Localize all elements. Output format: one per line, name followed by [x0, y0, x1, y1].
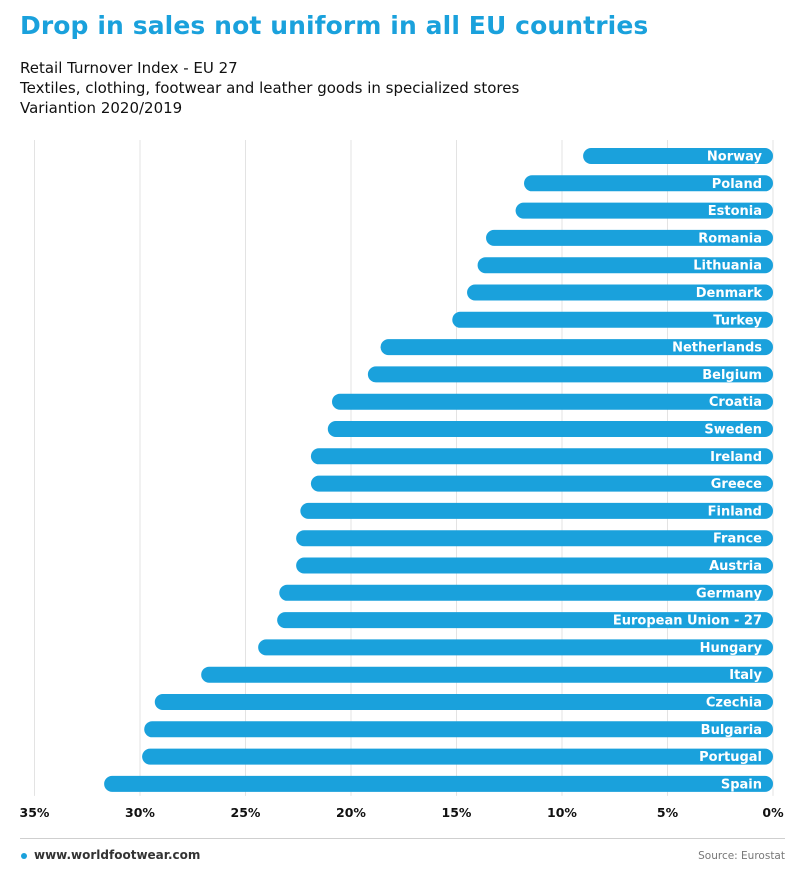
bar-label: Denmark: [696, 286, 763, 301]
bar-label: Ireland: [710, 450, 762, 465]
bar-label: Italy: [729, 668, 762, 683]
bar: [477, 257, 773, 274]
bar-label: Norway: [707, 150, 763, 165]
bar: [142, 748, 774, 765]
x-tick-label: 25%: [231, 805, 261, 820]
footer-website-link[interactable]: www.worldfootwear.com: [34, 848, 201, 862]
bar: [327, 421, 773, 437]
bar: [467, 284, 773, 301]
x-tick-label: 15%: [442, 805, 472, 820]
bar-label: Portugal: [699, 750, 762, 765]
bar: [310, 475, 773, 492]
bar: [277, 612, 773, 629]
bar: [144, 721, 774, 738]
bar: [486, 229, 773, 246]
bar: [524, 175, 773, 192]
bar-label: Hungary: [700, 641, 763, 656]
bar-label: Estonia: [708, 204, 762, 219]
bar-label: Belgium: [702, 368, 762, 383]
x-tick-label: 35%: [20, 805, 50, 820]
chart-subtitle-index: Retail Turnover Index - EU 27: [20, 59, 238, 77]
bar: [452, 311, 773, 328]
bars-layer: Norway Poland Estonia Romania Lithuania Denma…: [104, 148, 774, 792]
chart-title: Drop in sales not uniform in all EU coun…: [20, 11, 649, 40]
footer-divider: [20, 838, 785, 839]
bar-chart: Norway Poland Estonia Romania Lithuania Denma…: [20, 140, 785, 820]
bar: [296, 530, 773, 547]
bar: [154, 694, 773, 710]
bar: [310, 448, 773, 465]
bar: [296, 557, 773, 574]
bar: [300, 502, 773, 519]
x-tick-label: 30%: [125, 805, 155, 820]
bar-label: Spain: [721, 777, 762, 792]
bar: [583, 148, 773, 164]
x-tick-label: 0%: [762, 805, 784, 820]
bar: [367, 366, 773, 383]
bar-label: Sweden: [704, 423, 762, 438]
chart-subtitle-period: Variantion 2020/2019: [20, 99, 183, 117]
bar: [515, 202, 773, 219]
bar: [201, 666, 773, 683]
bar-label: Poland: [712, 177, 762, 192]
x-tick-label: 5%: [657, 805, 679, 820]
bar-label: Bulgaria: [701, 723, 762, 738]
bar-label: Lithuania: [693, 259, 762, 274]
bar-label: France: [713, 532, 762, 547]
bar-label: Romania: [698, 231, 762, 246]
bar-label: Austria: [709, 559, 762, 574]
bar-label: European Union - 27: [613, 614, 762, 629]
bar-label: Czechia: [706, 696, 762, 711]
bar: [279, 584, 773, 601]
footer-source: Source: Eurostat: [698, 850, 785, 862]
bar-label: Finland: [708, 504, 762, 519]
grid-layer: [34, 140, 774, 796]
bar-label: Netherlands: [672, 341, 762, 356]
x-tick-label: 20%: [336, 805, 366, 820]
bar-label: Germany: [696, 586, 762, 601]
x-axis-ticks: 35% 30% 25% 20% 15% 10% 5% 0%: [20, 805, 785, 820]
chart-subtitle-category: Textiles, clothing, footwear and leather…: [20, 79, 520, 97]
bar: [258, 639, 773, 656]
bar: [332, 393, 773, 410]
x-tick-label: 10%: [547, 805, 577, 820]
footer-bullet-icon: [21, 853, 27, 859]
bar: [104, 775, 773, 792]
bar-label: Croatia: [709, 395, 762, 410]
bar: [380, 339, 773, 356]
bar-label: Turkey: [713, 313, 762, 328]
bar-label: Greece: [711, 477, 762, 492]
